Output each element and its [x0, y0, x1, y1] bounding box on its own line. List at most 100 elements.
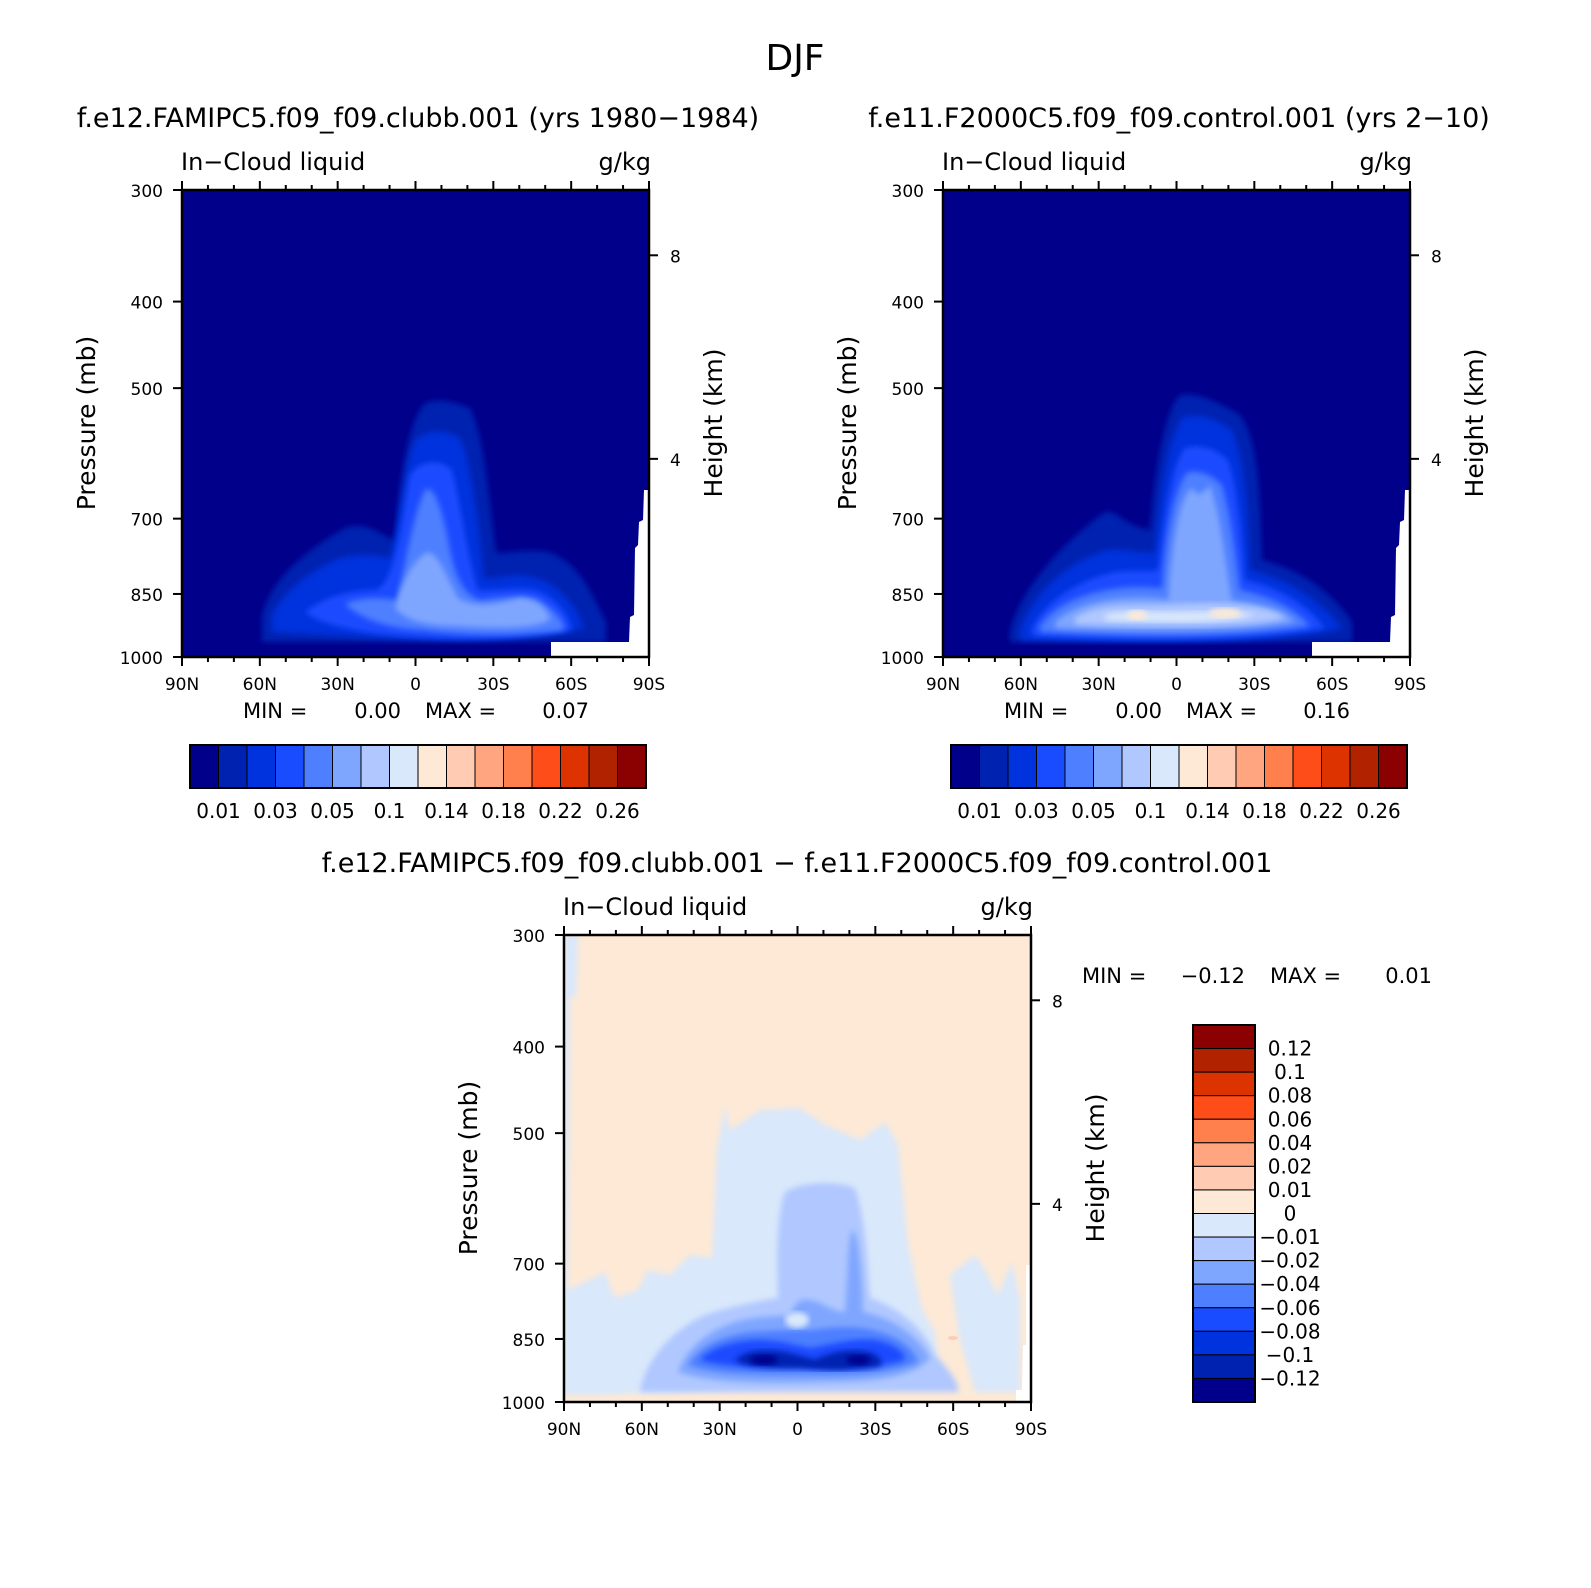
- y2-tick-label: 8: [1052, 992, 1063, 1012]
- x-tick-label: 60S: [1316, 675, 1348, 695]
- colorbar-swatch: [1192, 1354, 1256, 1379]
- contour-level-8: [1209, 608, 1241, 618]
- colorbar-swatch: [246, 744, 276, 789]
- colorbar-swatch: [1235, 744, 1265, 789]
- colorbar-swatch: [1192, 1236, 1256, 1262]
- mountain-mask: [1016, 1265, 1031, 1402]
- colorbar-label: −0.04: [1259, 1272, 1320, 1296]
- x-tick-label: 30S: [1238, 675, 1270, 695]
- colorbar-label: 0.14: [424, 799, 469, 823]
- y2-axis-label: Height (km): [1081, 1094, 1110, 1243]
- colorbar-swatch: [1192, 1142, 1256, 1167]
- y2-tick-label: 4: [670, 451, 681, 471]
- y-axis-label: Pressure (mb): [72, 336, 101, 510]
- x-tick-label: 30N: [1081, 675, 1115, 695]
- y-tick-label: 500: [131, 380, 163, 400]
- x-tick-label: 0: [792, 1420, 803, 1440]
- x-tick-label: 60S: [937, 1420, 969, 1440]
- colorbar-label: 0.05: [310, 799, 355, 823]
- colorbar-label: 0.1: [1274, 1060, 1306, 1084]
- contour-level-5: [395, 552, 550, 628]
- colorbar-swatch: [1292, 744, 1322, 789]
- y2-tick-label: 4: [1052, 1196, 1063, 1216]
- colorbar-swatch: [1192, 1330, 1256, 1356]
- colorbar-swatch: [1007, 744, 1037, 789]
- colorbar-swatch: [360, 744, 390, 789]
- contour-level-neg-010: [735, 1350, 882, 1370]
- axes: 90N 60N 30N 0 30S 60S 90S 300 400 500 700 850 1000 8 4: [881, 181, 1442, 695]
- y2-axis-label: Height (km): [699, 349, 728, 498]
- y2-tick-label: 4: [1431, 451, 1442, 471]
- colorbar-label: 0.14: [1185, 799, 1230, 823]
- panel-top-left: f.e12.FAMIPC5.f09_f09.clubb.001 (yrs 198…: [72, 103, 759, 823]
- axes: 90N 60N 30N 0 30S 60S 90S 300 400 500 700 850 1000 8 4: [120, 181, 681, 695]
- colorbar-label: 0.22: [538, 799, 583, 823]
- colorbar-swatch: [950, 744, 980, 789]
- colorbar-swatch: [1207, 744, 1237, 789]
- x-tick-label: 90S: [1394, 675, 1426, 695]
- colorbar-swatch: [1192, 1213, 1256, 1238]
- y2-tick-label: 8: [670, 247, 681, 267]
- y-axis-label: Pressure (mb): [833, 336, 862, 510]
- colorbar-swatch: [474, 744, 504, 789]
- figure-title: DJF: [765, 38, 824, 79]
- min-label: MIN =: [1082, 964, 1146, 988]
- panel-title: f.e12.FAMIPC5.f09_f09.clubb.001 (yrs 198…: [77, 103, 759, 134]
- colorbar-swatch: [979, 744, 1009, 789]
- panel-difference: f.e12.FAMIPC5.f09_f09.clubb.001 − f.e11.…: [322, 848, 1432, 1440]
- colorbar-label: −0.12: [1259, 1366, 1320, 1390]
- colorbar-swatch: [1192, 1095, 1256, 1120]
- y2-tick-label: 8: [1431, 247, 1442, 267]
- colorbar-swatch: [1349, 744, 1379, 789]
- y-tick-label: 700: [131, 511, 163, 531]
- colorbar-swatch: [588, 744, 618, 789]
- y2-axis-label: Height (km): [1460, 349, 1489, 498]
- max-label: MAX =: [425, 699, 496, 723]
- colorbar-swatch: [1192, 1165, 1256, 1191]
- colorbar-swatch: [1121, 744, 1151, 789]
- colorbar-frame: [950, 744, 1408, 789]
- min-label: MIN =: [243, 699, 307, 723]
- colorbar: 0.01 0.03 0.05 0.1 0.14 0.18 0.22 0.26: [189, 744, 647, 823]
- colorbar-swatch: [1178, 744, 1208, 789]
- max-value: 0.01: [1385, 964, 1432, 988]
- x-tick-label: 30N: [320, 675, 354, 695]
- colorbar-swatch: [303, 744, 333, 789]
- colorbar: 0.01 0.03 0.05 0.1 0.14 0.18 0.22 0.26: [950, 744, 1408, 823]
- x-tick-label: 90N: [165, 675, 199, 695]
- y-tick-label: 700: [513, 1256, 545, 1276]
- colorbar-swatch: [332, 744, 362, 789]
- colorbar-label: 0.06: [1268, 1107, 1313, 1131]
- colorbar-label: 0.04: [1268, 1131, 1313, 1155]
- colorbar-label: −0.06: [1259, 1296, 1320, 1320]
- colorbar-label: 0.02: [1268, 1154, 1313, 1178]
- max-label: MAX =: [1270, 964, 1341, 988]
- colorbar-frame: [189, 744, 647, 789]
- colorbar-label: 0.22: [1299, 799, 1344, 823]
- x-tick-label: 30S: [859, 1420, 891, 1440]
- plot-area: [182, 190, 649, 657]
- x-tick-label: 60N: [625, 1420, 659, 1440]
- x-tick-label: 60N: [1004, 675, 1038, 695]
- x-tick-label: 90N: [926, 675, 960, 695]
- colorbar-label: 0.03: [253, 799, 298, 823]
- y-tick-label: 400: [131, 294, 163, 314]
- panel-title: f.e12.FAMIPC5.f09_f09.clubb.001 − f.e11.…: [322, 848, 1273, 879]
- y-tick-label: 850: [892, 586, 924, 606]
- panel-top-right: f.e11.F2000C5.f09_f09.control.001 (yrs 2…: [833, 103, 1490, 823]
- y-tick-label: 300: [513, 927, 545, 947]
- field-name-label: In−Cloud liquid: [563, 893, 747, 921]
- y-tick-label: 500: [892, 380, 924, 400]
- min-value: −0.12: [1181, 964, 1245, 988]
- field-name-label: In−Cloud liquid: [942, 148, 1126, 176]
- colorbar-label: −0.02: [1259, 1249, 1320, 1273]
- colorbar-swatch: [1192, 1048, 1256, 1073]
- units-label: g/kg: [599, 148, 651, 176]
- y-tick-label: 300: [131, 182, 163, 202]
- colorbar-label: 0.01: [957, 799, 1002, 823]
- colorbar-swatch: [417, 744, 447, 789]
- contour-level-pos-001: [948, 1336, 958, 1340]
- colorbar-label: 0.01: [1268, 1178, 1313, 1202]
- contour-level-neg-012: [750, 1355, 778, 1365]
